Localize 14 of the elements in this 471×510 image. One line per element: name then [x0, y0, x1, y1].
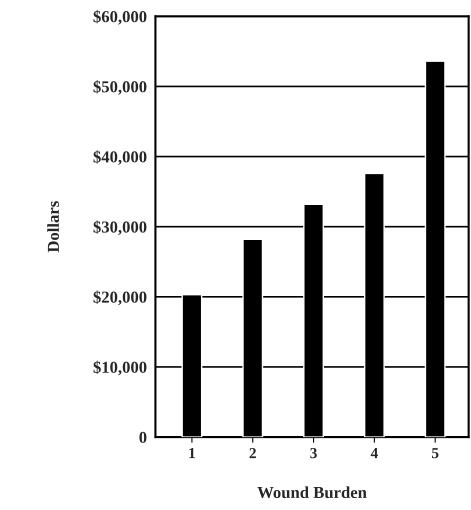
x-tick-label: 4 [370, 448, 378, 458]
x-tick-label: 1 [189, 448, 195, 458]
y-tick-label: $30,000 [94, 220, 146, 236]
y-tick-label: $40,000 [94, 150, 146, 165]
y-tick-label: $60,000 [94, 10, 146, 25]
x-tick-label: 2 [250, 448, 256, 458]
y-tick-label: $50,000 [94, 80, 146, 95]
y-tick-label: 0 [139, 432, 146, 444]
y-axis-title: Dollars [47, 201, 59, 252]
y-tick-label: $20,000 [94, 290, 146, 306]
y-tick-label: $10,000 [94, 360, 146, 376]
x-axis-title: Wound Burden [257, 486, 367, 498]
x-tick-label: 3 [310, 448, 317, 458]
x-tick-label: 5 [432, 448, 438, 458]
